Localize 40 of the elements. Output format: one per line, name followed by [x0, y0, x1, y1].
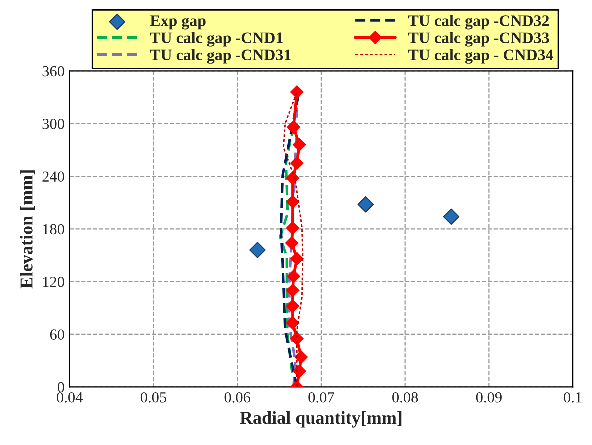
- point: [358, 196, 374, 213]
- legend-label: TU calc gap - CND34: [408, 49, 554, 64]
- y-axis-title: Elevation [mm]: [20, 170, 36, 289]
- legend-label: Exp gap: [150, 16, 206, 30]
- point: [287, 270, 300, 284]
- x-tick-label: 0.1: [564, 392, 582, 403]
- point: [290, 252, 304, 266]
- x-tick-label: 0.06: [224, 392, 250, 403]
- point: [293, 364, 306, 378]
- point: [286, 300, 300, 313]
- legend-label: TU calc gap -CND33: [408, 32, 550, 47]
- x-tick-label: 0.09: [476, 392, 502, 403]
- point: [290, 86, 304, 99]
- point: [286, 195, 300, 209]
- point: [293, 138, 306, 152]
- point: [286, 222, 300, 235]
- point: [250, 242, 266, 258]
- point: [286, 236, 299, 250]
- point: [287, 120, 300, 134]
- x-tick-label: 0.07: [308, 392, 334, 403]
- point: [443, 208, 460, 226]
- point: [290, 156, 304, 170]
- y-tick-label: 120: [43, 276, 64, 288]
- point: [286, 284, 300, 298]
- legend-label: TU calc gap -CND1: [150, 32, 283, 47]
- y-tick-label: 180: [43, 224, 64, 235]
- x-tick-label: 0.05: [140, 392, 166, 403]
- y-tick-label: 60: [50, 330, 64, 340]
- legend-label: TU calc gap -CND32: [408, 15, 550, 30]
- point: [286, 172, 300, 185]
- point: [286, 316, 300, 330]
- x-tick-label: 0.04: [57, 392, 83, 403]
- point: [294, 350, 308, 364]
- y-tick-label: 240: [42, 172, 64, 182]
- x-axis-title: Radial quantity[mm]: [240, 411, 402, 428]
- x-tick-label: 0.08: [392, 392, 418, 403]
- y-tick-label: 300: [42, 119, 64, 130]
- legend-label: TU calc gap -CND31: [150, 49, 291, 64]
- y-tick-label: 360: [42, 66, 64, 77]
- y-tick-label: 0: [58, 382, 64, 393]
